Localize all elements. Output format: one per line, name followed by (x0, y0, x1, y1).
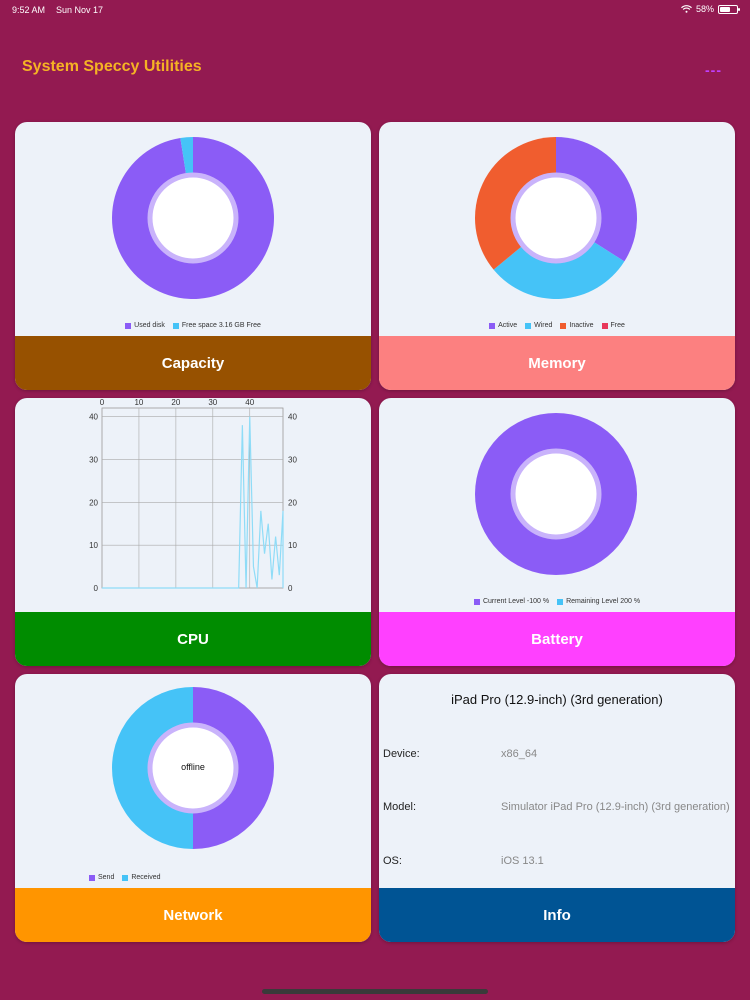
memory-legend: Active Wired Inactive Free (379, 322, 735, 329)
network-footer[interactable]: Network (15, 888, 371, 942)
memory-donut-hole (510, 172, 602, 264)
memory-card[interactable]: Active Wired Inactive Free Memory (379, 122, 735, 390)
cpu-y-tick-label-right: 10 (288, 541, 297, 550)
battery-label: Battery (531, 630, 583, 648)
legend-item: Used disk (125, 322, 165, 329)
info-card[interactable]: iPad Pro (12.9-inch) (3rd generation) De… (379, 674, 735, 942)
capacity-label: Capacity (161, 354, 225, 372)
battery-percent: 58% (695, 4, 714, 14)
cpu-y-tick-label-right: 0 (288, 584, 293, 593)
legend-swatch (89, 874, 95, 881)
cpu-y-tick-label-left: 10 (89, 541, 98, 550)
cpu-x-tick-label: 0 (100, 398, 105, 407)
status-date: Sun Nov 17 (56, 5, 104, 15)
legend-label: Inactive (569, 322, 594, 329)
network-donut-hole (147, 722, 239, 814)
cpu-x-tick-label: 30 (208, 398, 217, 407)
home-indicator (262, 989, 488, 994)
status-bar: 9:52 AM Sun Nov 17 58% (0, 0, 750, 20)
legend-item: Inactive (560, 322, 594, 329)
network-card[interactable]: offline Send Received Network (15, 674, 371, 942)
cpu-plot-frame (101, 407, 284, 589)
os-value: iOS 13.1 (501, 855, 544, 867)
device-value: x86_64 (501, 748, 538, 760)
legend-label: Received (131, 874, 161, 881)
network-legend: Send Received (15, 874, 371, 881)
battery-donut-chart (475, 413, 637, 575)
battery-card[interactable]: Current Level -100 % Remaining Level 200 … (379, 398, 735, 666)
legend-swatch (125, 322, 132, 329)
info-label: Info (543, 906, 571, 924)
cpu-y-tick-label-right: 20 (288, 498, 297, 507)
cpu-x-tick-label: 20 (171, 398, 180, 407)
network-label: Network (163, 906, 223, 924)
device-key: Device: (383, 748, 420, 760)
network-status-text: offline (181, 762, 205, 772)
memory-footer[interactable]: Memory (379, 336, 735, 390)
legend-swatch (601, 322, 608, 329)
legend-item: Free (601, 322, 625, 329)
wifi-icon (681, 5, 692, 13)
app-title: System Speccy Utilities (22, 58, 202, 75)
legend-item: Current Level -100 % (473, 598, 550, 605)
battery-donut-hole (510, 448, 602, 540)
legend-label: Used disk (134, 322, 165, 329)
legend-item: Wired (525, 322, 552, 329)
legend-item: Free space 3.16 GB Free (172, 322, 261, 329)
legend-item: Active (489, 322, 517, 329)
cpu-y-tick-label-right: 30 (288, 455, 297, 464)
info-footer[interactable]: Info (379, 888, 735, 942)
legend-item: Received (122, 874, 161, 881)
legend-item: Send (89, 874, 114, 881)
os-key: OS: (383, 855, 402, 867)
network-donut-chart (112, 687, 274, 849)
status-right: 58% (681, 4, 740, 14)
legend-swatch (560, 322, 567, 329)
cpu-x-tick-label: 40 (245, 398, 254, 407)
capacity-legend: Used disk Free space 3.16 GB Free (15, 322, 371, 329)
legend-swatch (525, 322, 532, 329)
capacity-donut-hole (147, 172, 239, 264)
legend-label: Current Level -100 % (482, 598, 550, 605)
menu-icon[interactable]: --- (705, 62, 722, 78)
legend-label: Free space 3.16 GB Free (181, 322, 261, 329)
memory-donut-chart (475, 137, 637, 299)
legend-label: Active (498, 322, 518, 329)
cpu-y-tick-label-left: 20 (89, 498, 98, 507)
cpu-x-tick-label: 10 (134, 398, 143, 407)
legend-swatch (172, 322, 179, 329)
legend-label: Send (98, 874, 115, 881)
capacity-card[interactable]: Used disk Free space 3.16 GB Free Capacit… (15, 122, 371, 390)
status-time: 9:52 AM (12, 5, 46, 15)
legend-label: Remaining Level 200 % (566, 598, 641, 605)
capacity-donut-chart (111, 137, 274, 299)
legend-item: Remaining Level 200 % (557, 598, 640, 605)
capacity-footer[interactable]: Capacity (15, 336, 371, 390)
cpu-line-chart: 0 10 20 30 40 40 40 30 30 20 20 10 10 0 0 (89, 398, 297, 593)
legend-label: Free (610, 322, 625, 329)
legend-swatch (557, 598, 564, 605)
legend-swatch (122, 874, 129, 881)
model-key: Model: (383, 801, 417, 813)
model-value: Simulator iPad Pro (12.9-inch) (3rd gene… (501, 801, 730, 813)
memory-label: Memory (528, 354, 586, 372)
legend-swatch (489, 322, 496, 329)
battery-footer[interactable]: Battery (379, 612, 735, 666)
battery-icon (718, 4, 740, 14)
battery-legend: Current Level -100 % Remaining Level 200 … (379, 598, 735, 605)
legend-label: Wired (534, 322, 553, 329)
cpu-card[interactable]: 0 10 20 30 40 40 40 30 30 20 20 10 10 0 0 CPU (15, 398, 371, 666)
cpu-y-tick-label-left: 40 (89, 413, 98, 422)
cpu-footer[interactable]: CPU (15, 612, 371, 666)
cpu-y-tick-label-left: 0 (94, 584, 99, 593)
device-name-title: iPad Pro (12.9-inch) (3rd generation) (451, 692, 663, 707)
cpu-label: CPU (177, 630, 209, 648)
legend-swatch (473, 598, 480, 605)
cpu-usage-line (102, 416, 284, 589)
cpu-y-tick-label-right: 40 (288, 413, 297, 422)
cpu-y-tick-label-left: 30 (89, 455, 98, 464)
